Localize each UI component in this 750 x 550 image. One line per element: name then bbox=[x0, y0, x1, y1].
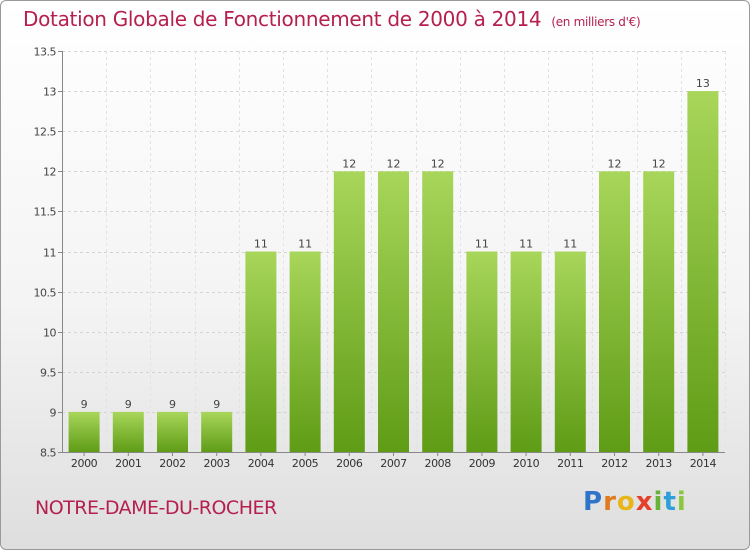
x-tick-label: 2005 bbox=[292, 457, 319, 470]
data-label: 12 bbox=[652, 157, 666, 170]
x-tick-label: 2008 bbox=[424, 457, 451, 470]
y-tick-label: 9 bbox=[50, 407, 57, 420]
bar bbox=[112, 411, 144, 452]
bar bbox=[422, 171, 454, 453]
bar bbox=[333, 171, 365, 453]
chart-title: Dotation Globale de Fonctionnement de 20… bbox=[23, 7, 542, 31]
data-label: 11 bbox=[298, 238, 312, 251]
data-label: 11 bbox=[563, 238, 577, 251]
axes: 8.5 9 9.5 10 10.5 11 11.5 12 12.5 13 13.5 2000 2001 2… bbox=[34, 46, 725, 470]
bar bbox=[687, 91, 719, 452]
bar bbox=[554, 251, 586, 452]
commune-name: NOTRE-DAME-DU-ROCHER bbox=[35, 497, 277, 519]
data-label: 12 bbox=[608, 157, 622, 170]
x-tick-label: 2011 bbox=[557, 457, 583, 470]
data-labels: 9 9 9 9 11 11 12 12 12 11 11 11 12 12 13 bbox=[81, 77, 710, 411]
logo-letter: t bbox=[663, 487, 677, 517]
bar bbox=[643, 171, 675, 453]
bar bbox=[599, 171, 630, 453]
data-label: 9 bbox=[81, 398, 88, 411]
y-tick-label: 11 bbox=[43, 247, 56, 260]
bar bbox=[68, 411, 100, 452]
x-tick-label: 2013 bbox=[645, 457, 672, 470]
x-tick-label: 2003 bbox=[203, 457, 230, 470]
data-label: 11 bbox=[475, 238, 489, 251]
data-label: 12 bbox=[431, 157, 445, 170]
data-label: 12 bbox=[387, 157, 401, 170]
x-tick-label: 2014 bbox=[690, 457, 717, 470]
data-label: 9 bbox=[169, 398, 176, 411]
logo-letter: o bbox=[616, 487, 636, 517]
x-tick-label: 2010 bbox=[513, 457, 540, 470]
logo-letter: x bbox=[635, 487, 654, 517]
logo-letter: i bbox=[653, 487, 664, 517]
data-label: 11 bbox=[519, 238, 533, 251]
x-tick-label: 2006 bbox=[336, 457, 363, 470]
bar bbox=[289, 251, 321, 452]
x-tick-label: 2000 bbox=[71, 457, 98, 470]
x-tick-label: 2002 bbox=[159, 457, 185, 470]
bar bbox=[378, 171, 409, 453]
bar bbox=[510, 251, 542, 452]
data-label: 13 bbox=[696, 77, 710, 90]
proxiti-logo[interactable]: Proxiti bbox=[583, 487, 687, 517]
bar bbox=[157, 411, 188, 452]
chart-title-line: Dotation Globale de Fonctionnement de 20… bbox=[23, 7, 641, 31]
y-tick-label: 10 bbox=[43, 327, 56, 340]
y-tick-label: 12.5 bbox=[34, 126, 57, 139]
bar bbox=[466, 251, 498, 452]
bars bbox=[68, 91, 719, 453]
data-label: 12 bbox=[342, 157, 356, 170]
y-tick-label: 13.5 bbox=[34, 46, 57, 59]
data-label: 9 bbox=[213, 398, 220, 411]
data-label: 11 bbox=[254, 238, 268, 251]
logo-letter: i bbox=[676, 487, 687, 517]
unit-label: (en milliers d'€) bbox=[551, 15, 641, 29]
x-tick-label: 2007 bbox=[380, 457, 407, 470]
y-tick-label: 13 bbox=[43, 86, 56, 99]
logo-letter: r bbox=[603, 487, 617, 517]
bar bbox=[201, 411, 233, 452]
data-label: 9 bbox=[125, 398, 132, 411]
x-tick-label: 2004 bbox=[248, 457, 275, 470]
logo-letter: P bbox=[583, 487, 604, 517]
x-tick-label: 2001 bbox=[115, 457, 141, 470]
y-tick-label: 10.5 bbox=[34, 287, 57, 300]
x-tick-label: 2009 bbox=[469, 457, 496, 470]
bar bbox=[245, 251, 277, 452]
y-tick-label: 12 bbox=[43, 166, 56, 179]
y-tick-label: 11.5 bbox=[34, 206, 57, 219]
y-tick-label: 9.5 bbox=[40, 367, 56, 380]
x-tick-label: 2012 bbox=[601, 457, 627, 470]
y-tick-label: 8.5 bbox=[40, 447, 56, 460]
